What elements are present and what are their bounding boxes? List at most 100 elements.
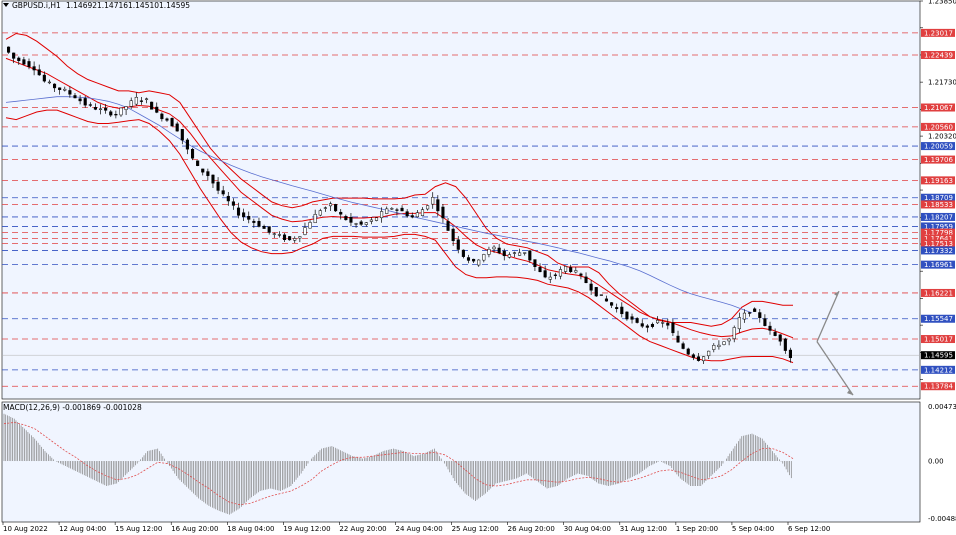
level-badge-14 bbox=[921, 246, 955, 255]
candle-body-122 bbox=[630, 316, 634, 320]
indicator-lines bbox=[5, 32, 794, 364]
candle-body-99 bbox=[512, 252, 517, 254]
candle-body-124 bbox=[640, 323, 644, 327]
candle-body-14 bbox=[78, 98, 82, 102]
level-badge-label-0: 1.23017 bbox=[924, 29, 953, 37]
time-tick-label-5: 19 Aug 12:00 bbox=[283, 525, 330, 533]
time-tick-label-9: 26 Aug 20:00 bbox=[508, 525, 555, 533]
ohlc-high: 1.14716 bbox=[97, 1, 128, 10]
candle-body-31 bbox=[165, 118, 169, 121]
candle-body-100 bbox=[518, 252, 522, 256]
candle-body-7 bbox=[42, 74, 46, 82]
time-tick-label-6: 22 Aug 20:00 bbox=[339, 525, 386, 533]
level-badge-label-11: 1.17798 bbox=[924, 229, 953, 237]
candle-body-53 bbox=[277, 234, 281, 236]
candle-body-130 bbox=[671, 322, 675, 334]
candle-body-118 bbox=[610, 302, 614, 306]
candle-body-97 bbox=[502, 250, 506, 257]
candle-body-50 bbox=[262, 226, 266, 229]
candle-body-64 bbox=[334, 204, 338, 212]
level-badge-15 bbox=[921, 260, 955, 269]
level-badge-20 bbox=[921, 382, 955, 391]
candle-body-119 bbox=[615, 307, 619, 310]
candle-body-1 bbox=[12, 52, 16, 59]
candle-body-18 bbox=[98, 108, 103, 110]
level-badge-5 bbox=[921, 155, 955, 164]
triangle-down-icon[interactable] bbox=[3, 3, 9, 7]
level-badge-17 bbox=[921, 314, 955, 323]
level-badge-label-3: 1.20560 bbox=[924, 123, 953, 131]
candle-body-117 bbox=[604, 298, 609, 302]
candle-body-66 bbox=[344, 216, 348, 221]
level-badge-label-16: 1.16221 bbox=[924, 289, 953, 297]
candle-body-110 bbox=[569, 267, 573, 272]
candle-body-136 bbox=[702, 356, 706, 362]
candle-body-131 bbox=[676, 335, 680, 343]
candle-body-57 bbox=[298, 236, 302, 239]
time-tick-label-11: 31 Aug 12:00 bbox=[620, 525, 667, 533]
level-badge-label-9: 1.18207 bbox=[924, 213, 953, 221]
level-badge-label-19: 1.14212 bbox=[924, 366, 953, 374]
candle-body-84 bbox=[436, 199, 440, 212]
bollinger-middle-line bbox=[5, 57, 794, 339]
candle-body-132 bbox=[681, 343, 685, 349]
current-price-badge bbox=[921, 351, 955, 360]
level-badge-label-13: 1.17513 bbox=[924, 240, 953, 248]
down-arrow-shaft bbox=[816, 341, 854, 396]
candle-body-104 bbox=[538, 267, 542, 273]
candle-body-48 bbox=[252, 220, 256, 223]
candle-body-76 bbox=[395, 209, 399, 211]
time-tick-label-0: 10 Aug 2022 bbox=[3, 525, 48, 533]
candle-body-39 bbox=[206, 171, 210, 176]
candle-body-111 bbox=[574, 270, 578, 273]
candle-body-41 bbox=[216, 181, 220, 191]
candle-body-32 bbox=[170, 118, 174, 127]
candle-body-19 bbox=[104, 107, 108, 111]
candle-body-83 bbox=[431, 197, 435, 205]
candle-body-150 bbox=[773, 331, 777, 336]
candle-body-68 bbox=[354, 223, 358, 225]
candle-body-6 bbox=[37, 69, 41, 76]
candle-body-20 bbox=[109, 111, 113, 116]
candle-body-34 bbox=[180, 129, 184, 141]
candle-body-144 bbox=[742, 312, 747, 320]
candle-body-95 bbox=[492, 246, 496, 250]
candle-body-123 bbox=[635, 318, 639, 323]
level-badge-label-8: 1.18533 bbox=[924, 201, 953, 209]
level-badge-label-18: 1.15017 bbox=[924, 336, 953, 344]
candle-body-139 bbox=[717, 344, 721, 347]
time-tick-label-1: 12 Aug 04:00 bbox=[59, 525, 106, 533]
candle-body-52 bbox=[272, 233, 276, 235]
price-plot-area[interactable] bbox=[1, 0, 921, 400]
price-tick-label-5: 1.20320 bbox=[928, 133, 956, 141]
candle-body-90 bbox=[466, 257, 471, 261]
candle-body-13 bbox=[73, 95, 77, 99]
moving-average-line bbox=[5, 96, 753, 314]
candle-body-103 bbox=[533, 259, 537, 267]
candle-body-125 bbox=[645, 325, 649, 328]
macd-signal-line bbox=[3, 421, 794, 506]
macd-plot-area[interactable] bbox=[1, 401, 921, 523]
projection-arrows bbox=[816, 290, 854, 396]
level-badge-label-10: 1.17959 bbox=[924, 223, 953, 231]
candle-body-102 bbox=[528, 250, 532, 261]
level-badge-9 bbox=[921, 212, 955, 221]
level-badge-7 bbox=[921, 193, 955, 202]
candle-body-69 bbox=[359, 221, 363, 225]
candle-body-22 bbox=[119, 107, 123, 116]
candle-body-153 bbox=[788, 349, 792, 359]
level-badge-label-15: 1.16961 bbox=[924, 261, 953, 269]
candle-body-82 bbox=[426, 205, 430, 210]
candle-body-25 bbox=[134, 96, 138, 105]
candle-body-61 bbox=[318, 210, 322, 216]
time-tick-label-12: 1 Sep 20:00 bbox=[676, 525, 718, 533]
candle-body-56 bbox=[293, 238, 297, 241]
level-badge-label-1: 1.22439 bbox=[924, 51, 953, 59]
candle-body-85 bbox=[441, 206, 445, 219]
candle-body-147 bbox=[758, 312, 762, 318]
level-badge-label-17: 1.15547 bbox=[924, 315, 953, 323]
down-arrow-head-icon bbox=[847, 390, 853, 396]
candle-body-70 bbox=[364, 222, 368, 225]
time-axis: 10 Aug 2022 12 Aug 04:00 15 Aug 12:00 16 Au… bbox=[2, 522, 830, 533]
